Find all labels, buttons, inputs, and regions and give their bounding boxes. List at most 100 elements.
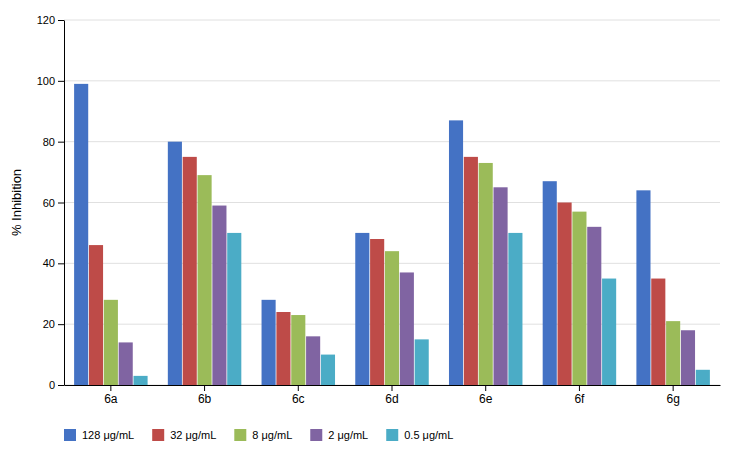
plot: 6a 6b 6c 6d 6e 6f 6g 0 20 40 60 80 100 120: [37, 14, 721, 406]
legend-swatch: [310, 429, 322, 441]
bar: [479, 163, 493, 385]
bar: [543, 181, 557, 385]
grid-line: [64, 141, 720, 142]
x-tick-label: 6c: [292, 392, 305, 406]
bar: [400, 272, 414, 385]
y-tick-mark: [58, 81, 64, 82]
x-tick: 6a: [104, 385, 118, 406]
bar: [183, 157, 197, 385]
y-tick-label: 20: [43, 318, 55, 330]
y-tick-label: 120: [37, 14, 55, 26]
bar: [385, 251, 399, 385]
x-tick: 6g: [666, 385, 679, 406]
x-tick-mark: [673, 385, 674, 391]
y-tick: 100: [37, 75, 64, 87]
x-tick-mark: [392, 385, 393, 391]
bar: [212, 206, 226, 385]
x-axis: 6a 6b 6c 6d 6e 6f 6g: [65, 385, 721, 406]
y-tick-label: 100: [37, 75, 55, 87]
x-tick: 6e: [479, 385, 493, 406]
legend-label: 0.5 μg/mL: [404, 429, 453, 441]
bar-series: [104, 163, 680, 385]
x-tick-label: 6a: [104, 392, 118, 406]
bar: [262, 300, 276, 385]
bar: [133, 376, 147, 385]
bar: [355, 233, 369, 385]
x-tick-mark: [298, 385, 299, 391]
y-axis-title: % Inhibition: [9, 169, 24, 236]
bar: [636, 190, 650, 385]
legend-label: 128 μg/mL: [82, 429, 134, 441]
bar: [651, 279, 665, 385]
bar: [227, 233, 241, 385]
y-tick: 60: [43, 197, 64, 209]
bar: [696, 370, 710, 385]
bar-series: [74, 84, 650, 385]
bar: [291, 315, 305, 385]
legend: 128 μg/mL 32 μg/mL 8 μg/mL 2 μg/mL 0.5 μg/mL: [64, 429, 453, 441]
x-tick-mark: [485, 385, 486, 391]
y-tick: 80: [43, 136, 64, 148]
x-tick-label: 6b: [198, 392, 212, 406]
bar: [587, 227, 601, 385]
x-tick: 6c: [292, 385, 305, 406]
y-tick-mark: [58, 20, 64, 21]
legend-label: 2 μg/mL: [328, 429, 368, 441]
bar: [89, 245, 103, 385]
bar: [198, 175, 212, 385]
legend-swatch: [386, 429, 398, 441]
bar: [74, 84, 88, 385]
y-tick-label: 40: [43, 257, 55, 269]
legend-label: 8 μg/mL: [252, 429, 292, 441]
bar: [321, 355, 335, 385]
grid: [64, 20, 720, 385]
bars: [74, 84, 710, 385]
bar: [494, 187, 508, 385]
bar: [602, 279, 616, 385]
x-tick-label: 6d: [385, 392, 398, 406]
bar: [508, 233, 522, 385]
x-tick: 6d: [385, 385, 398, 406]
bar: [415, 339, 429, 385]
bar: [370, 239, 384, 385]
bar: [572, 212, 586, 385]
bar: [276, 312, 290, 385]
bar-series: [133, 233, 709, 385]
bar: [464, 157, 478, 385]
x-tick-mark: [204, 385, 205, 391]
legend-swatch: [152, 429, 164, 441]
y-tick: 0: [49, 379, 64, 391]
bar: [558, 203, 572, 386]
bar-series: [89, 157, 665, 385]
legend-swatch: [64, 429, 76, 441]
x-tick-label: 6f: [574, 392, 585, 406]
bar: [168, 142, 182, 385]
grid-line: [64, 20, 720, 21]
legend-item: 32 μg/mL: [152, 429, 216, 441]
bar-series: [119, 187, 695, 385]
bar: [119, 342, 133, 385]
y-axis-line: [64, 21, 65, 386]
y-tick-mark: [58, 203, 64, 204]
x-tick-label: 6e: [479, 392, 493, 406]
x-tick-mark: [579, 385, 580, 391]
legend-item: 128 μg/mL: [64, 429, 134, 441]
bar: [666, 321, 680, 385]
legend-item: 8 μg/mL: [234, 429, 292, 441]
x-tick: 6b: [198, 385, 212, 406]
y-tick-mark: [58, 385, 64, 386]
y-tick: 40: [43, 257, 64, 269]
y-tick-label: 80: [43, 136, 55, 148]
y-tick: 120: [37, 14, 64, 26]
legend-label: 32 μg/mL: [170, 429, 216, 441]
bar: [104, 300, 118, 385]
x-tick: 6f: [574, 385, 585, 406]
y-tick-label: 60: [43, 197, 55, 209]
grid-line: [64, 80, 720, 81]
x-tick-mark: [110, 385, 111, 391]
y-tick-mark: [58, 142, 64, 143]
bar: [306, 336, 320, 385]
y-tick-label: 0: [49, 379, 55, 391]
bar: [449, 120, 463, 385]
grid-line: [64, 202, 720, 203]
